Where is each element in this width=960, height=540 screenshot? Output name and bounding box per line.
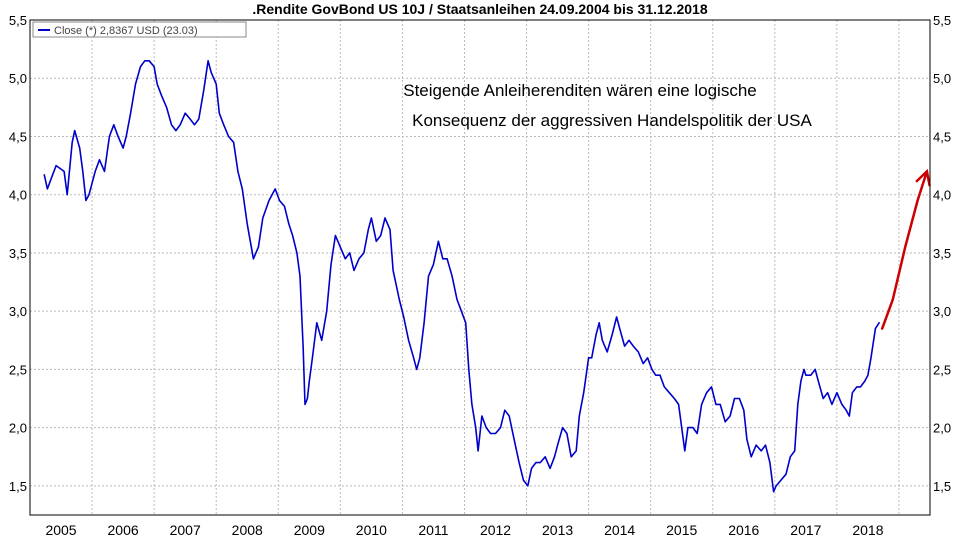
y-tick-label-left: 4,5	[9, 129, 27, 144]
plot-frame	[29, 19, 931, 516]
y-tick-label-left: 2,0	[9, 421, 27, 436]
x-tick-label: 2009	[294, 522, 325, 538]
y-axis-right: 1,5 2,0 2,5 3,0 3,5 4,0 4,5 5,0 5,5	[933, 13, 951, 494]
y-tick-label-right: 5,0	[933, 71, 951, 86]
y-tick-label-left: 3,0	[9, 304, 27, 319]
y-tick-label-left: 5,0	[9, 71, 27, 86]
legend-label: Close (*) 2,8367 USD (23.03)	[54, 25, 198, 37]
y-tick-label-left: 2,5	[9, 362, 27, 377]
x-tick-label: 2017	[790, 522, 821, 538]
y-tick-label-right: 4,5	[933, 129, 951, 144]
y-tick-label-left: 4,0	[9, 188, 27, 203]
x-tick-label: 2011	[418, 522, 448, 538]
series-line-yield	[43, 60, 880, 493]
x-tick-label: 2018	[852, 522, 883, 538]
x-tick-label: 2016	[728, 522, 759, 538]
y-tick-label-left: 1,5	[9, 479, 27, 494]
y-tick-label-right: 3,5	[933, 246, 951, 261]
legend: Close (*) 2,8367 USD (23.03)	[32, 21, 247, 38]
y-tick-label-right: 1,5	[933, 479, 951, 494]
x-tick-label: 2015	[666, 522, 697, 538]
x-tick-label: 2005	[45, 522, 76, 538]
y-tick-label-right: 5,5	[933, 13, 951, 28]
y-tick-label-right: 2,5	[933, 362, 951, 377]
x-tick-label: 2014	[604, 522, 635, 538]
x-tick-label: 2010	[356, 522, 387, 538]
x-tick-label: 2006	[108, 522, 139, 538]
legend-box	[32, 21, 247, 38]
y-tick-label-left: 5,5	[9, 13, 27, 28]
projection-arrowhead	[915, 168, 931, 187]
series-layer	[43, 60, 931, 493]
x-tick-label: 2008	[232, 522, 263, 538]
annotation: Steigende Anleiherenditen wären eine log…	[403, 81, 812, 130]
x-tick-label: 2007	[170, 522, 201, 538]
series-line-projection	[880, 170, 929, 330]
x-axis: 2005 2006 2007 2008 2009 2010 2011 2012 2013 2014…	[45, 522, 883, 538]
annotation-line-1: Steigende Anleiherenditen wären eine log…	[403, 81, 756, 100]
annotation-line-2: Konsequenz der aggressiven Handelspoliti…	[412, 111, 812, 130]
x-tick-label: 2013	[542, 522, 573, 538]
y-tick-label-left: 3,5	[9, 246, 27, 261]
chart-title: .Rendite GovBond US 10J / Staatsanleihen…	[252, 1, 708, 17]
y-axis-left: 1,5 2,0 2,5 3,0 3,5 4,0 4,5 5,0 5,5	[9, 13, 27, 494]
y-tick-label-right: 2,0	[933, 421, 951, 436]
y-tick-label-right: 3,0	[933, 304, 951, 319]
y-tick-label-right: 4,0	[933, 188, 951, 203]
x-tick-label: 2012	[480, 522, 511, 538]
